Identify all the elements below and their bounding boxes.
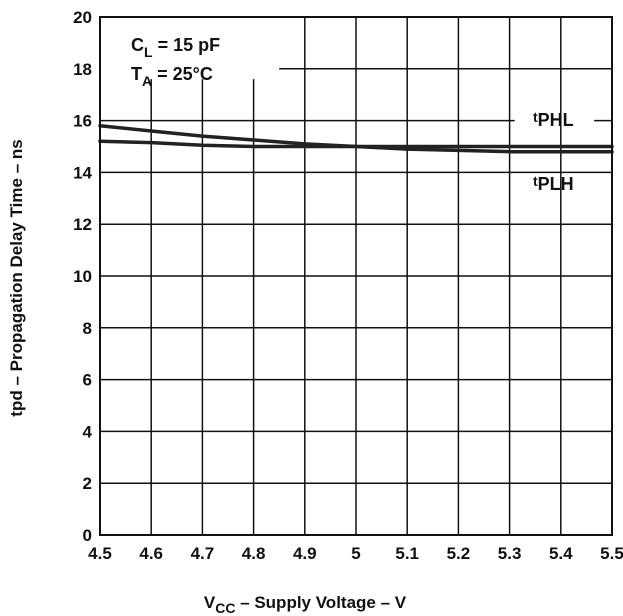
cl-annotation: CL = 15 pF (131, 35, 220, 60)
x-tick-label: 5.2 (447, 544, 471, 563)
y-tick-label: 2 (83, 474, 92, 493)
y-tick-label: 10 (73, 267, 92, 286)
x-tick-label: 4.7 (191, 544, 215, 563)
x-tick-label: 5.4 (549, 544, 573, 563)
y-tick-label: 6 (83, 371, 92, 390)
grid (100, 17, 612, 535)
x-axis-title: VCC – Supply Voltage – V (204, 593, 407, 616)
conditions-annotation: CL = 15 pF TA = 25°C (131, 35, 220, 89)
y-tick-labels: 0 2 4 6 8 10 12 14 16 18 20 (73, 8, 92, 545)
y-tick-label: 12 (73, 215, 92, 234)
x-tick-label: 4.9 (293, 544, 317, 563)
x-tick-label: 5.3 (498, 544, 522, 563)
x-tick-label: 5.1 (395, 544, 419, 563)
y-tick-label: 8 (83, 319, 92, 338)
x-tick-label: 5.5 (600, 544, 623, 563)
y-tick-label: 14 (73, 163, 92, 182)
tphl-label: tPHL (533, 109, 574, 130)
x-tick-labels: 4.5 4.6 4.7 4.8 4.9 5 5.1 5.2 5.3 5.4 5.5 (88, 544, 623, 563)
series-lines (98, 124, 614, 154)
tplh-label: tPLH (533, 173, 574, 194)
y-tick-label: 18 (73, 60, 92, 79)
x-tick-label: 4.6 (139, 544, 163, 563)
y-tick-label: 16 (73, 112, 92, 131)
x-tick-label: 4.5 (88, 544, 112, 563)
x-tick-label: 5 (351, 544, 360, 563)
series-line-tplh (98, 139, 614, 149)
y-axis-title: tpd – Propagation Delay Time – ns (7, 139, 26, 416)
plot-frame (99, 16, 613, 536)
ta-annotation: TA = 25°C (131, 64, 213, 89)
y-tick-label: 4 (83, 422, 93, 441)
y-tick-label: 0 (83, 526, 92, 545)
x-tick-label: 4.8 (242, 544, 266, 563)
y-tick-label: 20 (73, 8, 92, 27)
